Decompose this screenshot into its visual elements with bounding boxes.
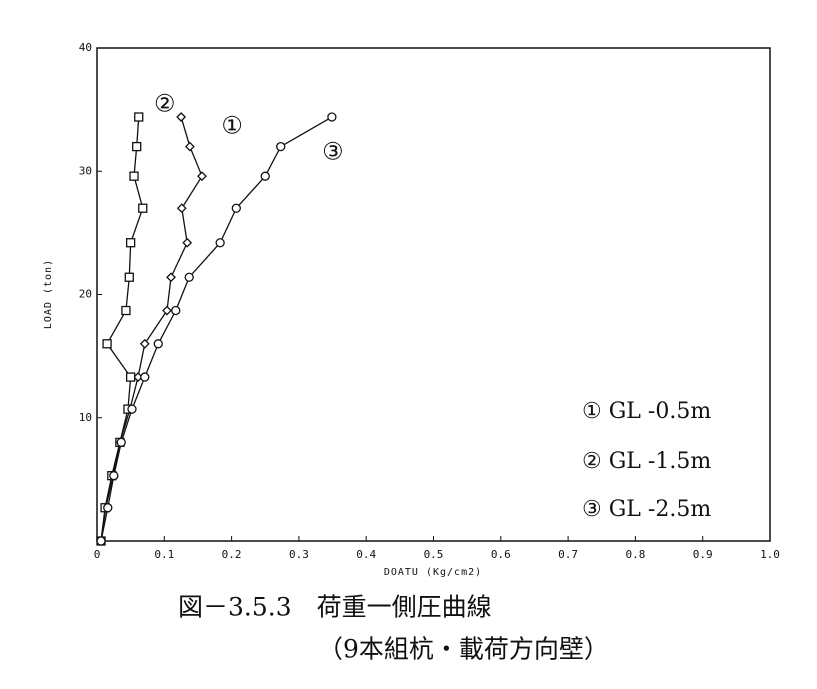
- x-tick-label: 0.2: [222, 548, 242, 561]
- data-point: [184, 141, 195, 152]
- data-point: [109, 471, 119, 481]
- series-line: [100, 116, 144, 542]
- data-point: [176, 112, 187, 122]
- data-point: [176, 203, 187, 214]
- data-point: [260, 171, 270, 181]
- data-point: [102, 339, 112, 349]
- series-callout: ①: [221, 112, 243, 140]
- data-point: [162, 305, 172, 316]
- x-tick-label: 0.9: [693, 548, 713, 561]
- legend-entry: ③ GL -2.5m: [582, 497, 711, 522]
- caption: 図－3.5.3 荷重一側圧曲線: [178, 593, 492, 622]
- y-tick-label: 30: [79, 164, 92, 177]
- x-axis-label: DOATU (Kg/cm2): [384, 567, 482, 578]
- x-tick-label: 0.4: [356, 548, 376, 561]
- data-point: [197, 171, 207, 182]
- x-tick-label: 0.8: [625, 548, 645, 561]
- series-line: [100, 116, 333, 542]
- data-point: [96, 536, 106, 546]
- data-point: [184, 272, 194, 282]
- y-tick-label: 40: [79, 41, 92, 54]
- data-point: [126, 238, 136, 248]
- data-point: [126, 372, 136, 382]
- data-point: [139, 338, 150, 349]
- data-point: [327, 112, 337, 122]
- data-point: [121, 305, 131, 316]
- y-axis-label: LOAD (ton): [43, 259, 54, 329]
- x-tick-label: 0: [94, 548, 101, 561]
- legend-entry: ① GL -0.5m: [582, 399, 711, 424]
- data-point: [215, 238, 225, 248]
- x-tick-label: 1.0: [760, 548, 780, 561]
- data-point: [166, 272, 176, 283]
- data-point: [153, 339, 163, 349]
- y-tick-label: 20: [79, 288, 92, 301]
- x-tick-label: 0.5: [424, 548, 444, 561]
- y-tick-label: 10: [79, 411, 92, 424]
- data-point: [103, 503, 113, 513]
- data-point: [127, 404, 137, 414]
- data-point: [140, 372, 150, 382]
- caption: （9本組杭・載荷方向壁）: [318, 635, 609, 664]
- series-line: [100, 116, 203, 542]
- data-point: [138, 203, 148, 213]
- legend-entry: ② GL -1.5m: [582, 449, 711, 474]
- series-callout: ③: [322, 138, 344, 166]
- data-point: [116, 437, 126, 448]
- series-callout: ②: [154, 90, 176, 118]
- data-point: [134, 112, 144, 122]
- data-point: [129, 171, 139, 181]
- data-point: [124, 272, 134, 282]
- x-tick-label: 0.3: [289, 548, 309, 561]
- data-point: [182, 237, 193, 248]
- data-point: [171, 305, 181, 316]
- data-point: [132, 141, 142, 152]
- x-tick-label: 0.1: [154, 548, 174, 561]
- data-point: [231, 203, 241, 213]
- x-tick-label: 0.6: [491, 548, 511, 561]
- data-point: [276, 141, 286, 152]
- x-tick-label: 0.7: [558, 548, 578, 561]
